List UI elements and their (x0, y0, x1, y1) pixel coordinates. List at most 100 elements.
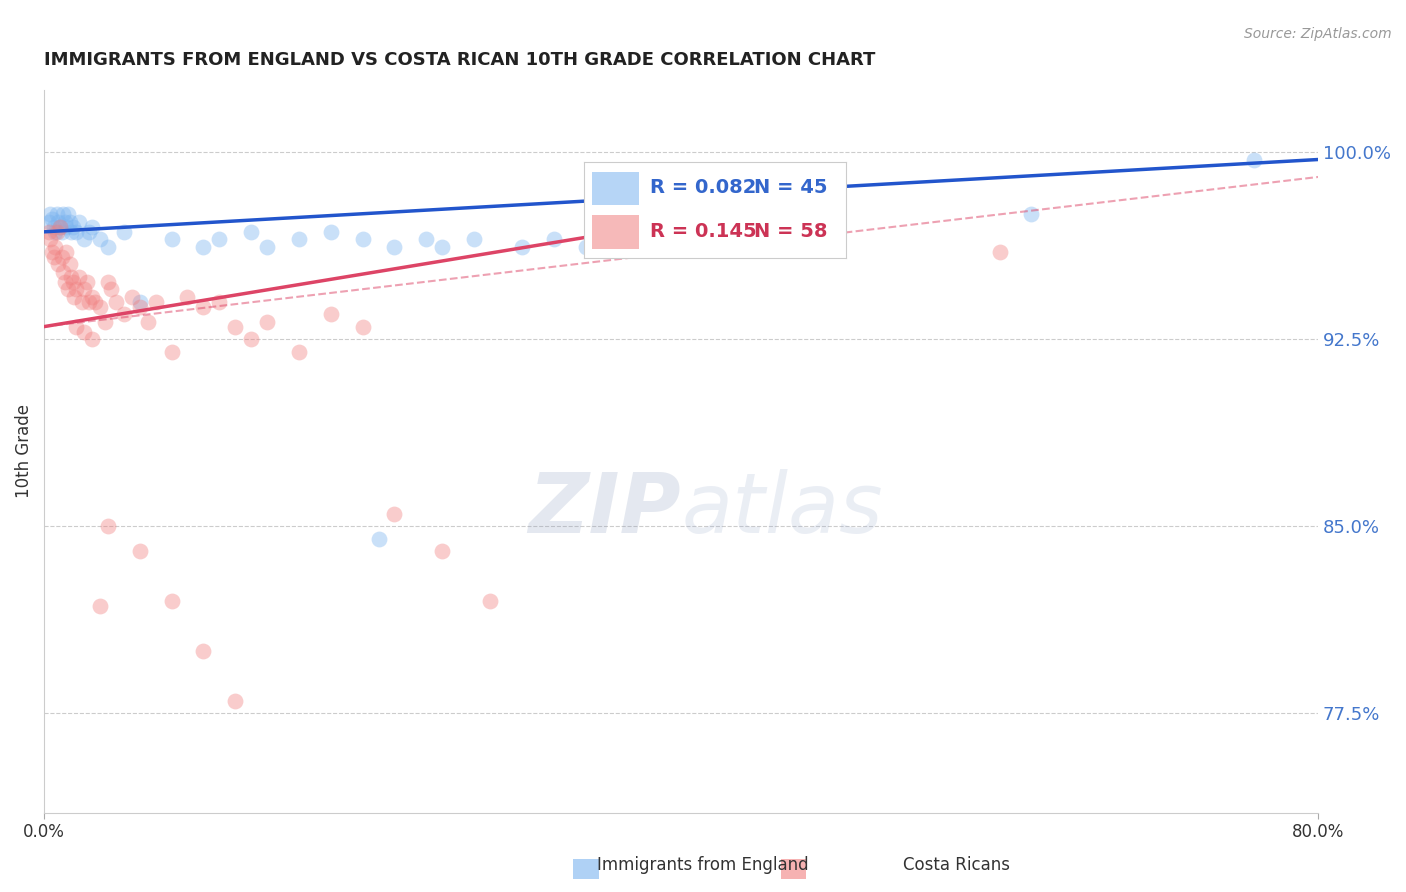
Point (224, 694, 246, 708)
Point (44, 240, 66, 254)
Point (256, 315, 278, 329)
Point (93, 315, 115, 329)
Point (510, 240, 533, 254)
Point (58, 215, 80, 229)
Point (97, 275, 120, 289)
Point (65, 319, 87, 334)
Point (128, 294, 150, 309)
Point (160, 232, 183, 246)
Point (136, 315, 159, 329)
Point (193, 240, 215, 254)
Text: Source: ZipAtlas.com: Source: ZipAtlas.com (1244, 27, 1392, 41)
Point (432, 240, 454, 254)
Text: ZIP: ZIP (529, 468, 681, 549)
Point (384, 240, 406, 254)
Point (1021, 207, 1043, 221)
Text: Costa Ricans: Costa Ricans (903, 856, 1010, 874)
Point (51, 250, 73, 264)
Point (208, 232, 231, 246)
Point (55, 219, 77, 234)
Point (67, 215, 90, 229)
Point (56, 207, 79, 221)
Point (62, 275, 84, 289)
Text: Immigrants from England: Immigrants from England (598, 856, 808, 874)
Point (988, 244, 1011, 259)
Point (176, 290, 198, 304)
Point (352, 232, 374, 246)
Point (41, 244, 63, 259)
Point (65, 225, 87, 239)
Point (52, 207, 75, 221)
Point (49, 219, 72, 234)
Point (39, 207, 62, 221)
Point (193, 644, 215, 658)
Point (65, 282, 87, 296)
Point (53, 275, 76, 289)
Text: IMMIGRANTS FROM ENGLAND VS COSTA RICAN 10TH GRADE CORRELATION CHART: IMMIGRANTS FROM ENGLAND VS COSTA RICAN 1… (44, 51, 876, 69)
Point (42, 219, 65, 234)
Point (415, 232, 437, 246)
Point (160, 594, 183, 608)
Point (145, 294, 167, 309)
Point (67, 269, 90, 284)
Point (72, 294, 94, 309)
Point (73, 282, 96, 296)
Point (56, 282, 79, 296)
Point (41, 212, 63, 227)
Point (638, 240, 661, 254)
Point (53, 215, 76, 229)
Point (160, 344, 183, 359)
Text: R = 0.082: R = 0.082 (650, 178, 756, 197)
Point (193, 300, 215, 314)
Point (80, 290, 103, 304)
Point (39, 232, 62, 246)
Point (104, 294, 127, 309)
Point (89, 300, 111, 314)
Point (55, 244, 77, 259)
Point (77, 225, 100, 239)
Text: N = 58: N = 58 (755, 222, 828, 241)
Point (80, 332, 103, 346)
Point (463, 232, 485, 246)
Point (432, 544, 454, 558)
Text: R = 0.145: R = 0.145 (650, 222, 756, 241)
Point (80, 219, 103, 234)
Point (89, 232, 111, 246)
Point (256, 240, 278, 254)
Point (479, 594, 502, 608)
Point (52, 265, 75, 279)
Point (38, 225, 60, 239)
Point (73, 325, 96, 339)
Point (89, 599, 111, 613)
Point (128, 300, 150, 314)
Point (45, 225, 67, 239)
Point (112, 307, 135, 321)
Point (76, 275, 98, 289)
Point (1243, 153, 1265, 167)
Point (121, 290, 143, 304)
Point (128, 544, 150, 558)
Y-axis label: 10th Grade: 10th Grade (15, 404, 32, 499)
Point (45, 207, 67, 221)
Point (48, 257, 70, 271)
Point (288, 232, 311, 246)
Point (384, 507, 406, 521)
Point (60, 269, 83, 284)
Point (543, 232, 565, 246)
Point (112, 225, 135, 239)
Point (44, 225, 66, 239)
Point (240, 332, 263, 346)
Point (240, 225, 263, 239)
Point (38, 215, 60, 229)
Point (224, 319, 246, 334)
Point (352, 319, 374, 334)
Point (48, 215, 70, 229)
Point (574, 240, 596, 254)
Point (288, 344, 311, 359)
Text: N = 45: N = 45 (755, 178, 828, 197)
Point (77, 294, 100, 309)
Point (100, 282, 122, 296)
Point (367, 532, 389, 546)
Point (73, 232, 96, 246)
Point (84, 294, 107, 309)
